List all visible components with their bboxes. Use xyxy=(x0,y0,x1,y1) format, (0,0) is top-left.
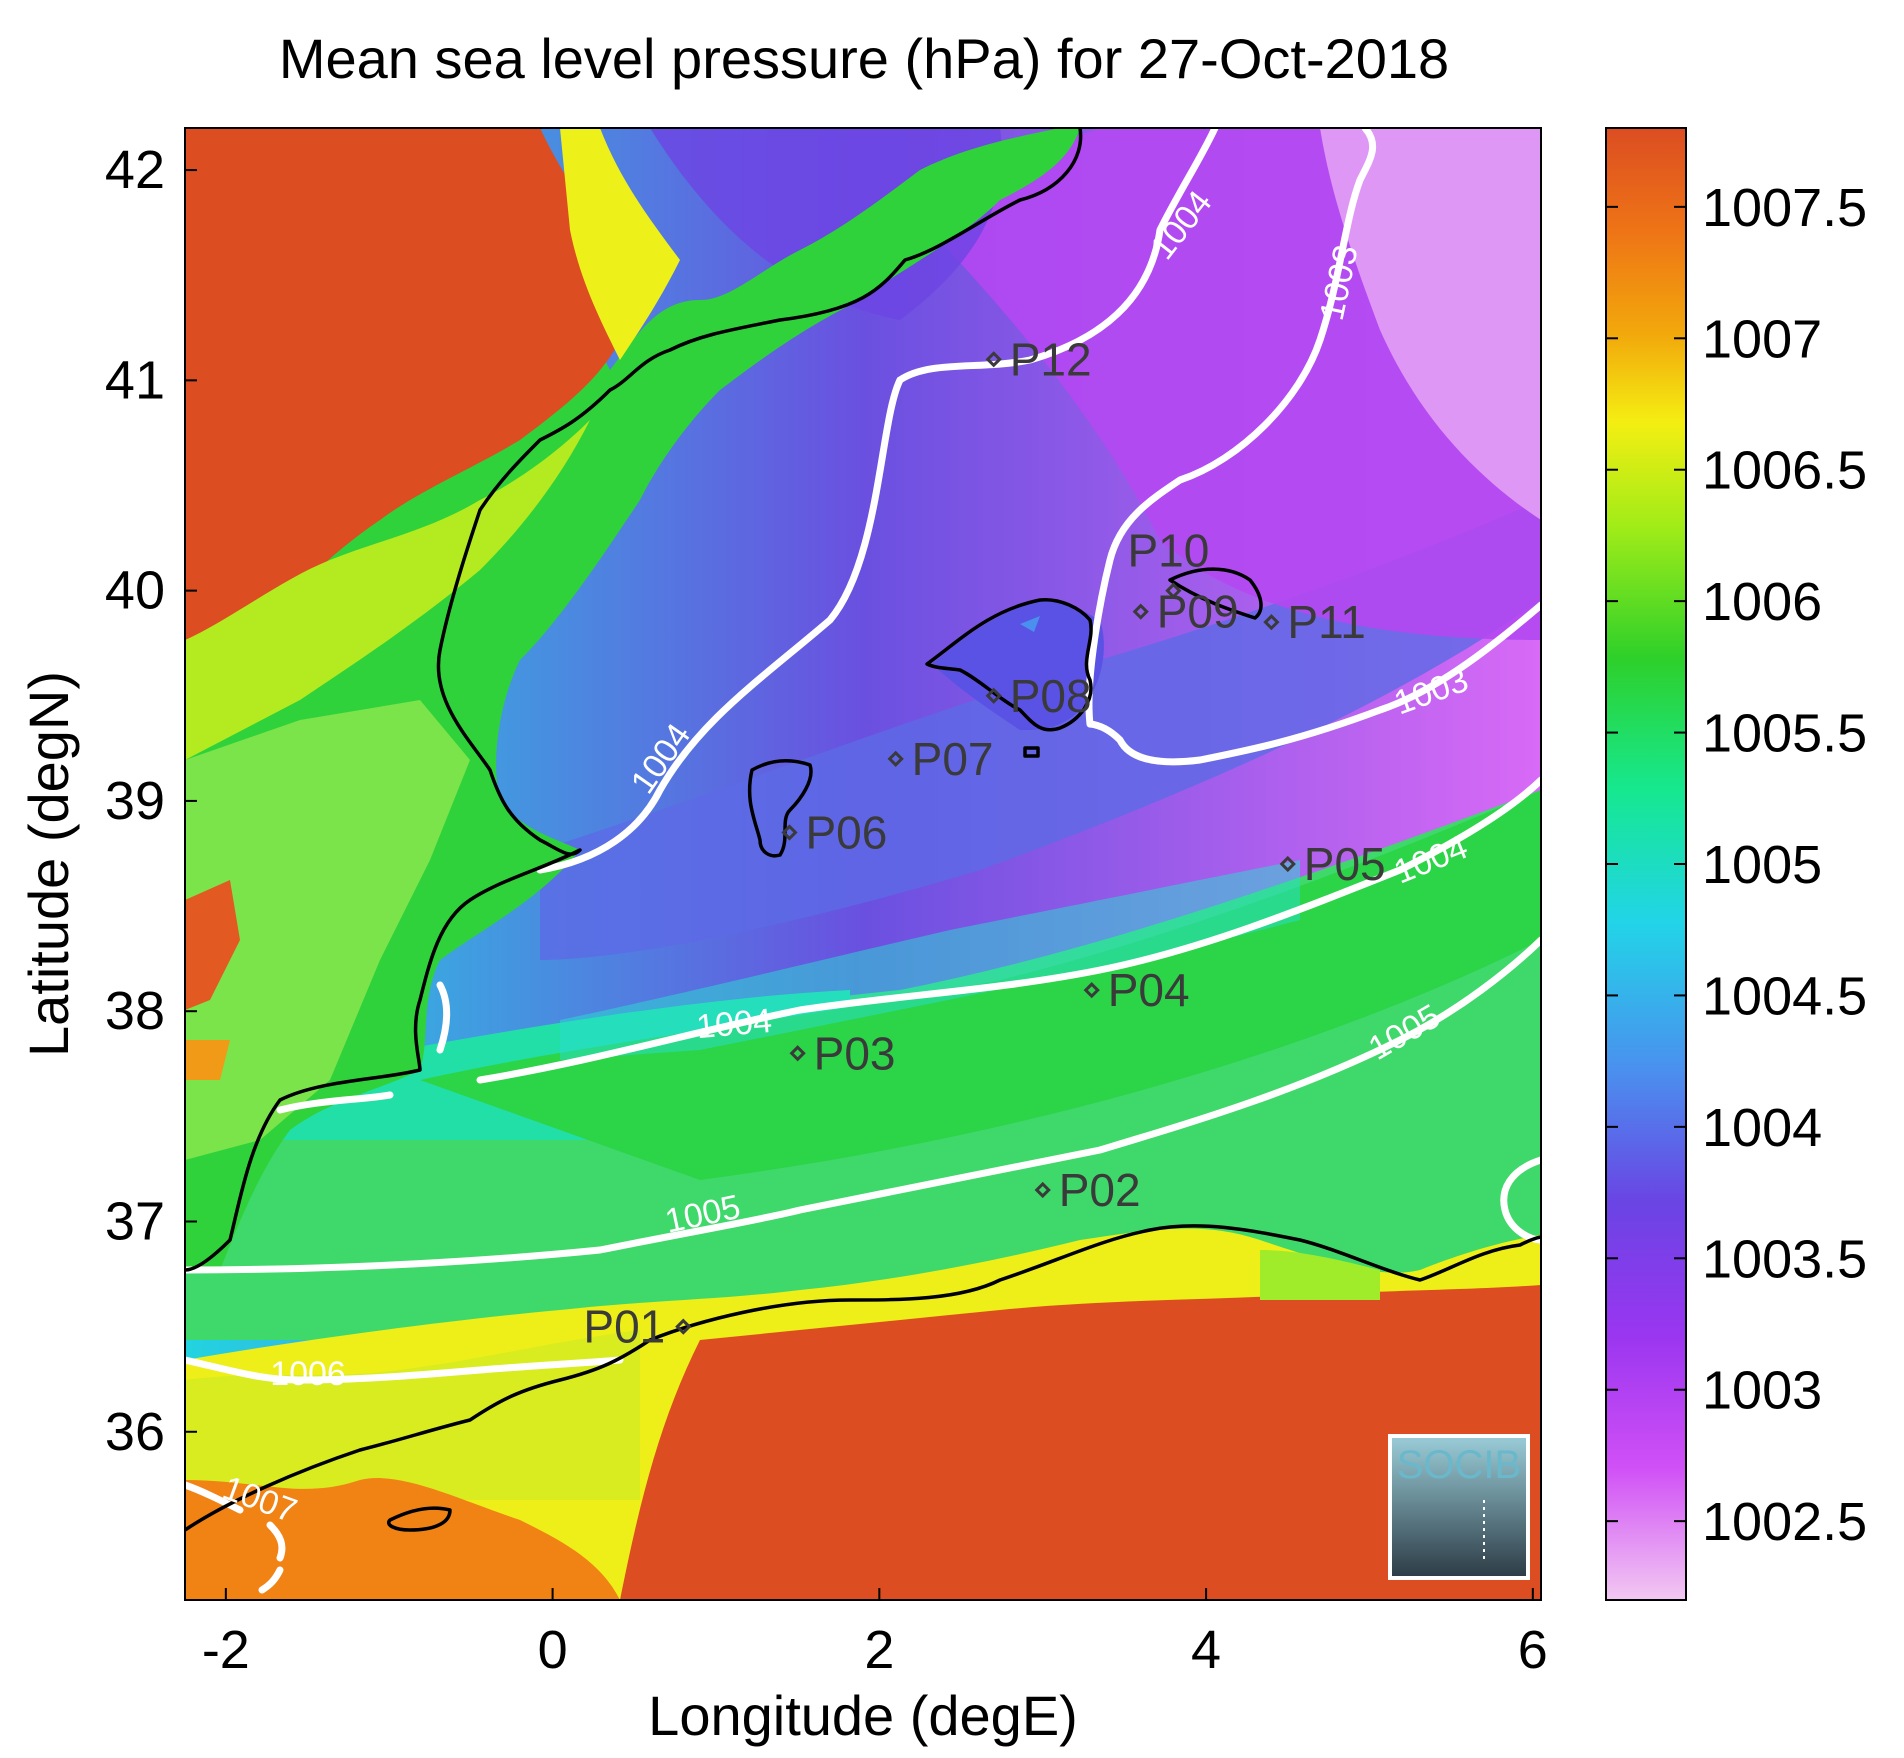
station-marker xyxy=(1132,603,1149,620)
colorbar-tick-label: 1004 xyxy=(1702,1098,1822,1158)
socib-logo: SOCIB xyxy=(1388,1434,1530,1580)
y-tick-label: 37 xyxy=(105,1191,165,1251)
colorbar-tick-label: 1007 xyxy=(1702,309,1822,369)
station-marker xyxy=(985,687,1002,704)
colorbar-tick-label: 1006 xyxy=(1702,572,1822,632)
colorbar-tick-label: 1004.5 xyxy=(1702,966,1867,1026)
colorbar-tick-label: 1003.5 xyxy=(1702,1229,1867,1289)
x-tick-label: -2 xyxy=(202,1620,250,1680)
colorbar-tick-label: 1003 xyxy=(1702,1361,1822,1421)
station-label: P12 xyxy=(1010,333,1092,385)
contour-label: 1004 xyxy=(695,1002,774,1046)
y-axis: 42 41 40 39 38 37 36 xyxy=(105,140,197,1462)
x-tick-label: 6 xyxy=(1518,1620,1548,1680)
y-tick-label: 36 xyxy=(105,1402,165,1462)
station-label: P11 xyxy=(1287,596,1365,648)
y-tick-label: 42 xyxy=(105,140,165,200)
station-label: P08 xyxy=(1010,670,1092,722)
station-label: P01 xyxy=(583,1301,665,1353)
station-label: P06 xyxy=(805,806,887,858)
map-title: Mean sea level pressure (hPa) for 27-Oct… xyxy=(279,27,1449,90)
station-label: P02 xyxy=(1059,1164,1141,1216)
station-marker xyxy=(789,1045,806,1062)
station-label: P04 xyxy=(1108,964,1190,1016)
map-frame xyxy=(184,127,1542,1601)
station-marker xyxy=(1165,582,1182,599)
station-marker xyxy=(985,351,1002,368)
y-tick-label: 41 xyxy=(105,350,165,410)
colorbar-ticks: 1007.5 1007 1006.5 1006 1005.5 1005 1004.5 1004… xyxy=(1606,178,1867,1552)
y-axis-label: Latitude (degN) xyxy=(17,671,80,1057)
station-label: P05 xyxy=(1304,838,1386,890)
colorbar-tick-label: 1005 xyxy=(1702,835,1822,895)
x-axis: -2 0 2 4 6 xyxy=(202,1588,1548,1680)
contour-label: 1006 xyxy=(270,1355,346,1393)
colorbar-tick-label: 1002.5 xyxy=(1702,1492,1867,1552)
isobar-contours xyxy=(185,128,1541,1594)
x-axis-label: Longitude (degE) xyxy=(648,1684,1078,1747)
station-marker xyxy=(1083,982,1100,999)
coastline xyxy=(185,128,1541,1532)
station-label: P10 xyxy=(1127,525,1209,577)
station-label: P07 xyxy=(912,733,994,785)
station-marker xyxy=(675,1318,692,1335)
x-tick-label: 2 xyxy=(864,1620,894,1680)
station-marker xyxy=(1034,1181,1051,1199)
x-tick-label: 4 xyxy=(1191,1620,1221,1680)
colorbar-tick-label: 1006.5 xyxy=(1702,441,1867,501)
station-marker xyxy=(887,750,904,767)
station-marker xyxy=(1279,855,1296,873)
logo-text: SOCIB xyxy=(1397,1443,1521,1487)
x-tick-label: 0 xyxy=(538,1620,568,1680)
colorbar-tick-label: 1005.5 xyxy=(1702,704,1867,764)
colorbar: 1007.5 1007 1006.5 1006 1005.5 1005 1004.5 1004… xyxy=(1605,127,1867,1601)
y-tick-label: 39 xyxy=(105,771,165,831)
y-tick-label: 40 xyxy=(105,561,165,621)
y-tick-label: 38 xyxy=(105,981,165,1041)
station-label: P03 xyxy=(814,1027,896,1079)
station-marker xyxy=(1263,614,1280,631)
station-marker xyxy=(781,824,798,841)
colorbar-tick-label: 1007.5 xyxy=(1702,178,1867,238)
